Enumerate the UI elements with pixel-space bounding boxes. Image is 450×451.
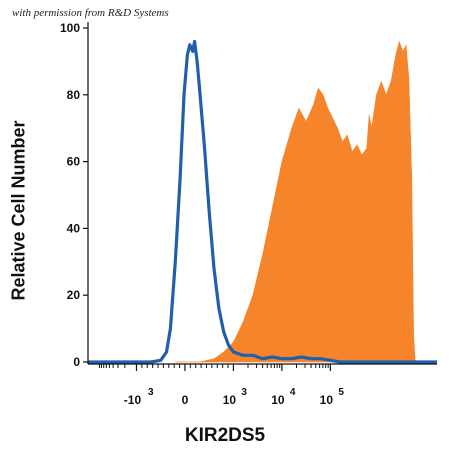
x-ticks: -10 3 0 10 3 10 4 10 5 (98, 364, 344, 407)
y-ticks: 0 20 40 60 80 100 (60, 21, 88, 369)
x-axis-label: KIR2DS5 (184, 425, 266, 446)
x-tick-exponent: 4 (290, 387, 296, 398)
outline-histogram-layer (88, 39, 437, 364)
x-tick-exponent: 3 (148, 387, 154, 398)
watermark-text: with permission from R&D Systems (12, 7, 169, 19)
filled-histogram-series (175, 40, 416, 363)
y-tick-label: 40 (67, 221, 81, 235)
x-tick-label: 10 (223, 393, 237, 407)
y-tick-label: 20 (67, 288, 81, 302)
filled-histogram-layer (175, 40, 416, 363)
x-tick-label: -10 (124, 393, 142, 407)
outline-histogram-series (88, 39, 437, 364)
y-tick-label: 100 (60, 21, 80, 35)
x-tick-label: 0 (182, 393, 189, 407)
y-tick-label: 80 (67, 88, 81, 102)
x-tick-exponent: 3 (241, 387, 247, 398)
x-tick-label: 10 (271, 393, 285, 407)
y-tick-label: 0 (73, 355, 80, 369)
x-tick-label: 10 (320, 393, 334, 407)
y-axis-label: Relative Cell Number (8, 120, 29, 301)
x-tick-exponent: 5 (338, 387, 344, 398)
y-tick-label: 60 (67, 155, 81, 169)
